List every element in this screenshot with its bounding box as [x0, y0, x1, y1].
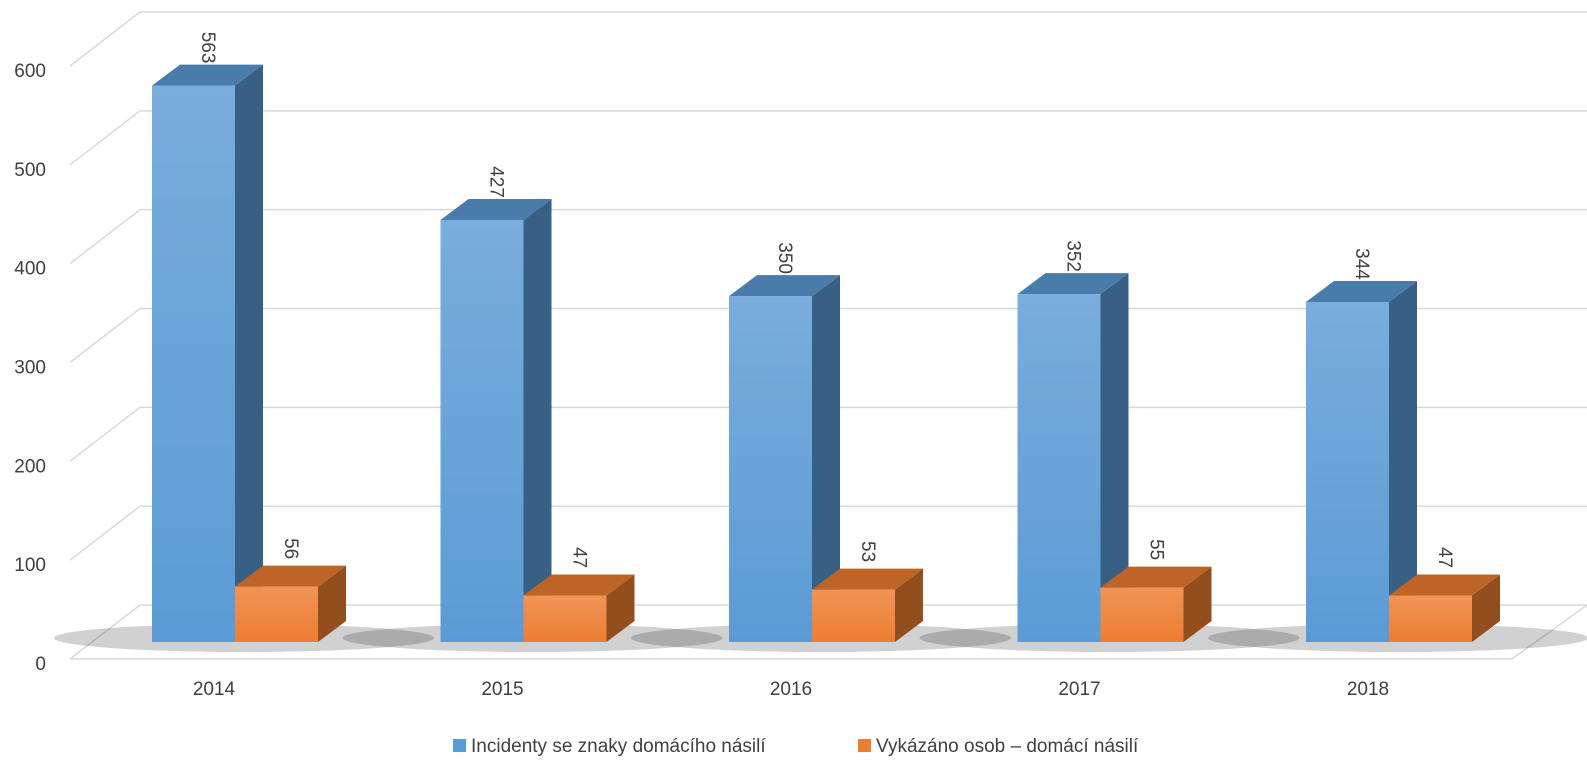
bar-top: [152, 64, 263, 86]
bar-top: [523, 574, 635, 596]
bar-shine: [523, 595, 607, 642]
bar-top: [1017, 273, 1129, 295]
data-label: 344: [1351, 248, 1372, 280]
data-label: 53: [857, 541, 878, 562]
legend-label: Incidenty se znaky domácího násilí: [471, 736, 766, 757]
bar-shine: [812, 589, 895, 642]
bar-shine: [1306, 302, 1389, 642]
legend-swatch: [858, 739, 871, 752]
y-tick-label: 500: [14, 160, 46, 181]
y-tick-label: 400: [14, 259, 46, 280]
y-tick-label: 300: [14, 358, 46, 379]
bar-side: [1389, 281, 1417, 642]
y-tick-label: 100: [14, 555, 46, 576]
grid-line: [69, 505, 141, 561]
data-label: 427: [485, 166, 506, 198]
bar-top: [812, 568, 923, 590]
bar-top: [235, 565, 346, 587]
grid-line: [69, 11, 141, 67]
grid-line: [69, 307, 141, 364]
data-label: 55: [1145, 539, 1166, 560]
grid-line: [69, 604, 141, 660]
bar-side: [1183, 566, 1212, 642]
bar-shine: [440, 219, 524, 642]
bar-shine: [235, 586, 318, 642]
data-label: 563: [197, 32, 218, 64]
bar-side: [1100, 273, 1129, 642]
data-label: 352: [1062, 240, 1083, 272]
bar-top: [1306, 281, 1417, 303]
bar-side: [812, 275, 840, 642]
floor-line: [1511, 604, 1587, 660]
bar-side: [523, 198, 552, 642]
bar-shine: [1017, 294, 1101, 642]
bar-side: [235, 64, 263, 642]
bar-shine: [152, 85, 235, 642]
data-label: 47: [1434, 547, 1455, 568]
bar-shine: [729, 296, 812, 642]
data-label: 56: [280, 538, 301, 559]
y-tick-label: 600: [14, 61, 46, 82]
legend-swatch: [453, 739, 466, 752]
x-tick-label: 2015: [481, 679, 523, 700]
bar-side: [1472, 574, 1500, 642]
y-tick-label: 200: [14, 456, 46, 477]
bar-top: [729, 275, 840, 297]
data-label: 47: [568, 547, 589, 568]
bar-side: [318, 565, 346, 642]
grid-line: [69, 209, 141, 265]
bar-top: [440, 198, 552, 220]
bar-side: [606, 574, 635, 642]
x-tick-label: 2016: [770, 679, 812, 700]
y-tick-label: 0: [35, 654, 46, 675]
bar-top: [1100, 566, 1212, 588]
grid-line: [69, 110, 141, 166]
x-tick-label: 2017: [1058, 679, 1100, 700]
bar-side: [895, 568, 923, 642]
legend-label: Vykázáno osob – domácí násilí: [876, 736, 1139, 757]
grid-line: [69, 406, 141, 462]
data-label: 350: [774, 242, 795, 274]
bar-shine: [1100, 587, 1184, 642]
x-tick-label: 2014: [193, 679, 236, 700]
bar-shine: [1389, 595, 1472, 642]
x-tick-label: 2018: [1347, 679, 1389, 700]
bar-top: [1389, 574, 1500, 596]
